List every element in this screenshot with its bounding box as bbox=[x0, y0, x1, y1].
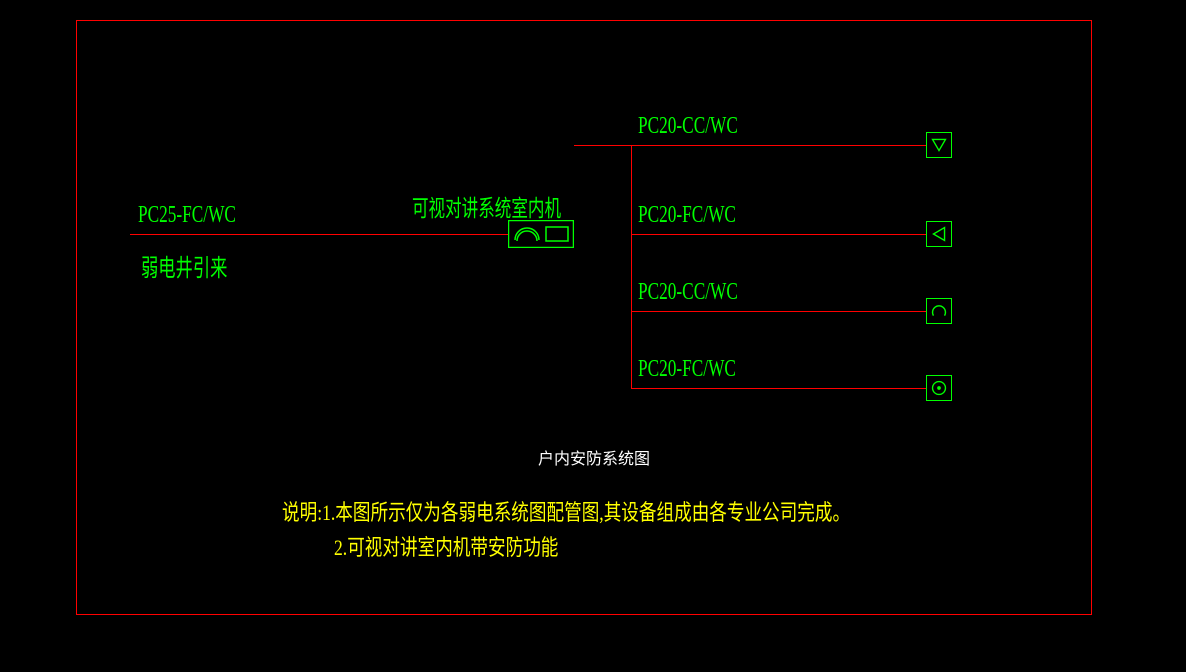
branch2-label: PC20-FC/WC bbox=[638, 202, 736, 229]
sensor-icon-3 bbox=[926, 298, 952, 324]
input-code-label: PC25-FC/WC bbox=[138, 202, 236, 229]
intercom-label: 可视对讲系统室内机 bbox=[412, 189, 561, 223]
wire-main bbox=[130, 234, 508, 235]
wire-branch-1 bbox=[631, 145, 926, 146]
sensor-icon-1 bbox=[926, 132, 952, 158]
branch1-label: PC20-CC/WC bbox=[638, 113, 738, 140]
wire-trunk-right bbox=[574, 145, 632, 146]
branch4-label: PC20-FC/WC bbox=[638, 356, 736, 383]
wire-trunk-vertical bbox=[631, 145, 632, 389]
sensor-icon-4 bbox=[926, 375, 952, 401]
note-line-1: 说明:1.本图所示仅为各弱电系统图配管图,其设备组成由各专业公司完成。 bbox=[282, 495, 850, 527]
input-desc-label: 弱电井引来 bbox=[141, 248, 227, 283]
diagram-title: 户内安防系统图 bbox=[538, 445, 650, 469]
note-line-2: 2.可视对讲室内机带安防功能 bbox=[334, 530, 558, 562]
branch3-label: PC20-CC/WC bbox=[638, 279, 738, 306]
sensor-icon-2 bbox=[926, 221, 952, 247]
wire-branch-4 bbox=[631, 388, 926, 389]
wire-branch-3 bbox=[631, 311, 926, 312]
wire-branch-2 bbox=[631, 234, 926, 235]
diagram-canvas: PC25-FC/WC 弱电井引来 可视对讲系统室内机 PC20-CC/WC PC… bbox=[0, 0, 1186, 672]
intercom-device-icon bbox=[508, 220, 574, 248]
